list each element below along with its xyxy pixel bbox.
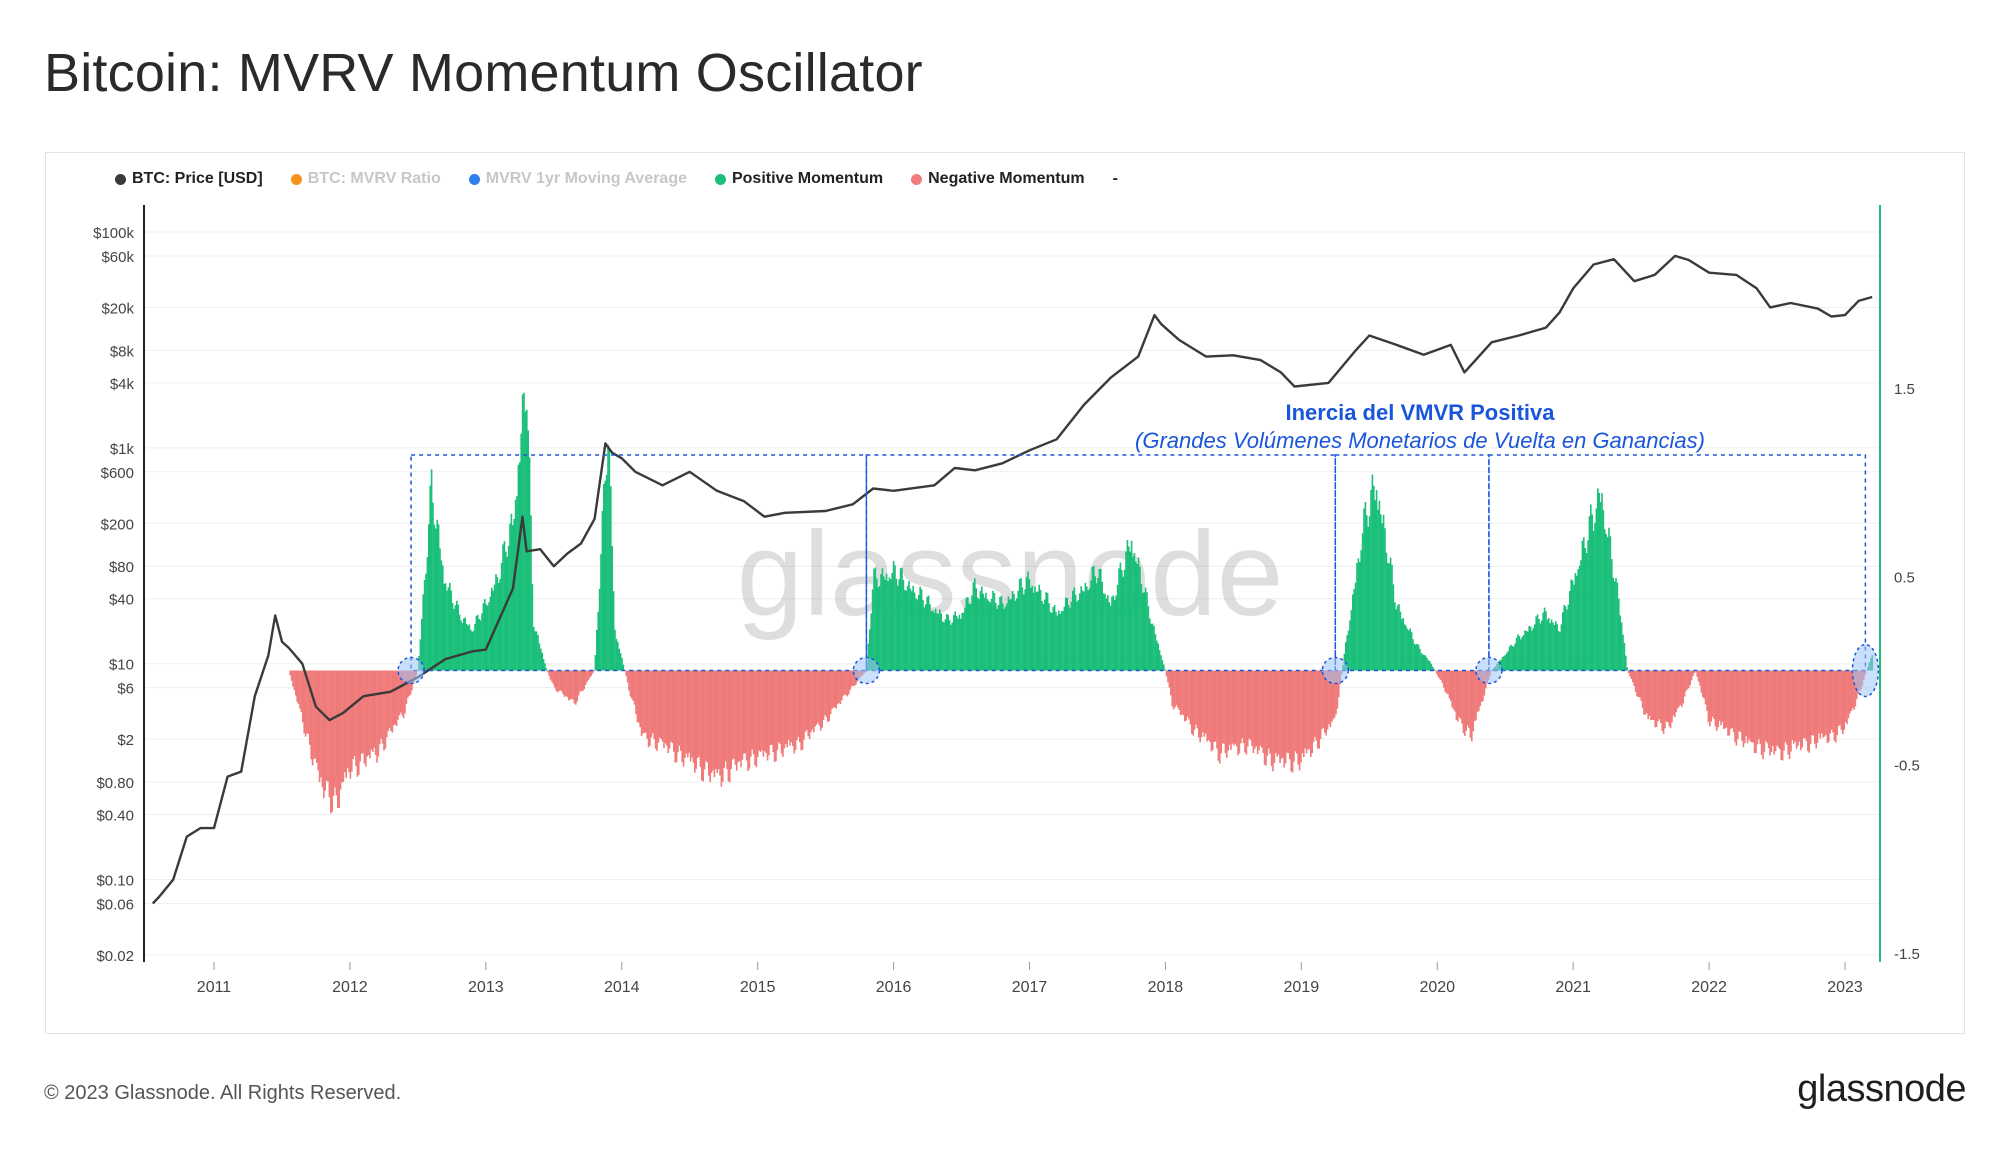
x-tick-label: 2019 <box>1284 979 1320 996</box>
highlight-marker <box>1851 643 1880 698</box>
x-tick-label: 2012 <box>332 979 368 996</box>
highlight-marker <box>1321 656 1350 685</box>
highlight-marker <box>1475 656 1503 685</box>
x-tick-label: 2023 <box>1827 979 1863 996</box>
x-tick-label: 2018 <box>1148 979 1184 996</box>
legend-item-4[interactable]: Negative Momentum <box>911 170 1085 188</box>
y-left-tick-label: $8k <box>110 343 135 360</box>
y-left-tick-label: $0.10 <box>96 873 134 890</box>
annotation-subtitle: (Grandes Volúmenes Monetarios de Vuelta … <box>1135 428 1705 453</box>
x-tick-label: 2016 <box>876 979 912 996</box>
y-left-tick-label: $4k <box>110 376 135 393</box>
legend-label: BTC: MVRV Ratio <box>307 170 441 187</box>
legend-dot-icon <box>911 173 923 185</box>
y-left-tick-label: $0.80 <box>96 775 134 792</box>
y-right-tick-label: 1.5 <box>1894 381 1915 398</box>
glassnode-logo[interactable]: glassnode <box>1797 1068 1966 1110</box>
y-left-tick-label: $0.40 <box>96 808 134 825</box>
legend-item-3[interactable]: Positive Momentum <box>714 170 884 188</box>
x-tick-label: 2015 <box>740 979 776 996</box>
legend-dot-icon <box>290 173 302 185</box>
copyright-text: © 2023 Glassnode. All Rights Reserved. <box>44 1082 402 1104</box>
x-tick-label: 2013 <box>468 979 504 996</box>
x-tick-label: 2011 <box>197 979 232 996</box>
y-left-tick-label: $80 <box>109 559 134 576</box>
highlight-marker <box>852 656 881 685</box>
y-left-tick-label: $600 <box>101 465 134 482</box>
y-left-tick-label: $2 <box>117 732 134 749</box>
x-tick-label: 2017 <box>1012 979 1048 996</box>
highlight-marker <box>397 656 425 685</box>
momentum-bars <box>289 392 1873 814</box>
highlight-box <box>865 454 1337 672</box>
y-left-tick-label: $6 <box>117 681 134 698</box>
legend-item-5[interactable]: - <box>1113 170 1118 188</box>
y-right-tick-label: -0.5 <box>1894 758 1920 775</box>
legend-label: Negative Momentum <box>928 170 1085 187</box>
y-left-tick-label: $200 <box>101 516 134 533</box>
page-title: Bitcoin: MVRV Momentum Oscillator <box>44 43 923 103</box>
legend-item-0[interactable]: BTC: Price [USD] <box>115 170 263 188</box>
x-tick-label: 2022 <box>1691 979 1727 996</box>
y-left-tick-label: $0.06 <box>96 897 134 914</box>
legend-dot-icon <box>115 173 126 185</box>
legend-item-1[interactable]: BTC: MVRV Ratio <box>290 170 441 188</box>
x-tick-label: 2020 <box>1419 979 1455 996</box>
btc-price-line <box>151 254 1873 905</box>
y-right-tick-label: -1.5 <box>1894 946 1920 963</box>
y-left-tick-label: $20k <box>101 300 134 317</box>
y-left-tick-label: $100k <box>93 225 134 242</box>
legend-dot-icon <box>468 173 480 185</box>
y-right-tick-label: 0.5 <box>1894 569 1915 586</box>
y-left-tick-label: $40 <box>109 592 134 609</box>
y-left-tick-label: $0.02 <box>96 948 134 965</box>
x-tick-label: 2014 <box>604 979 640 996</box>
legend-label: Positive Momentum <box>731 170 884 187</box>
chart-frame <box>45 152 1965 1034</box>
x-tick-label: 2021 <box>1555 979 1591 996</box>
annotation-title: Inercia del VMVR Positiva <box>1286 400 1556 425</box>
legend-label: BTC: Price [USD] <box>132 170 263 187</box>
chart-legend: BTC: Price [USD] BTC: MVRV Ratio MVRV 1yr … <box>115 168 1146 190</box>
legend-label: - <box>1112 170 1118 187</box>
legend-label: MVRV 1yr Moving Average <box>485 170 687 187</box>
y-left-tick-label: $1k <box>110 441 135 458</box>
highlight-box <box>410 454 868 672</box>
y-left-tick-label: $10 <box>109 657 134 674</box>
legend-dot-icon <box>714 173 726 185</box>
y-left-tick-label: $60k <box>101 249 134 266</box>
legend-item-2[interactable]: MVRV 1yr Moving Average <box>468 170 687 188</box>
